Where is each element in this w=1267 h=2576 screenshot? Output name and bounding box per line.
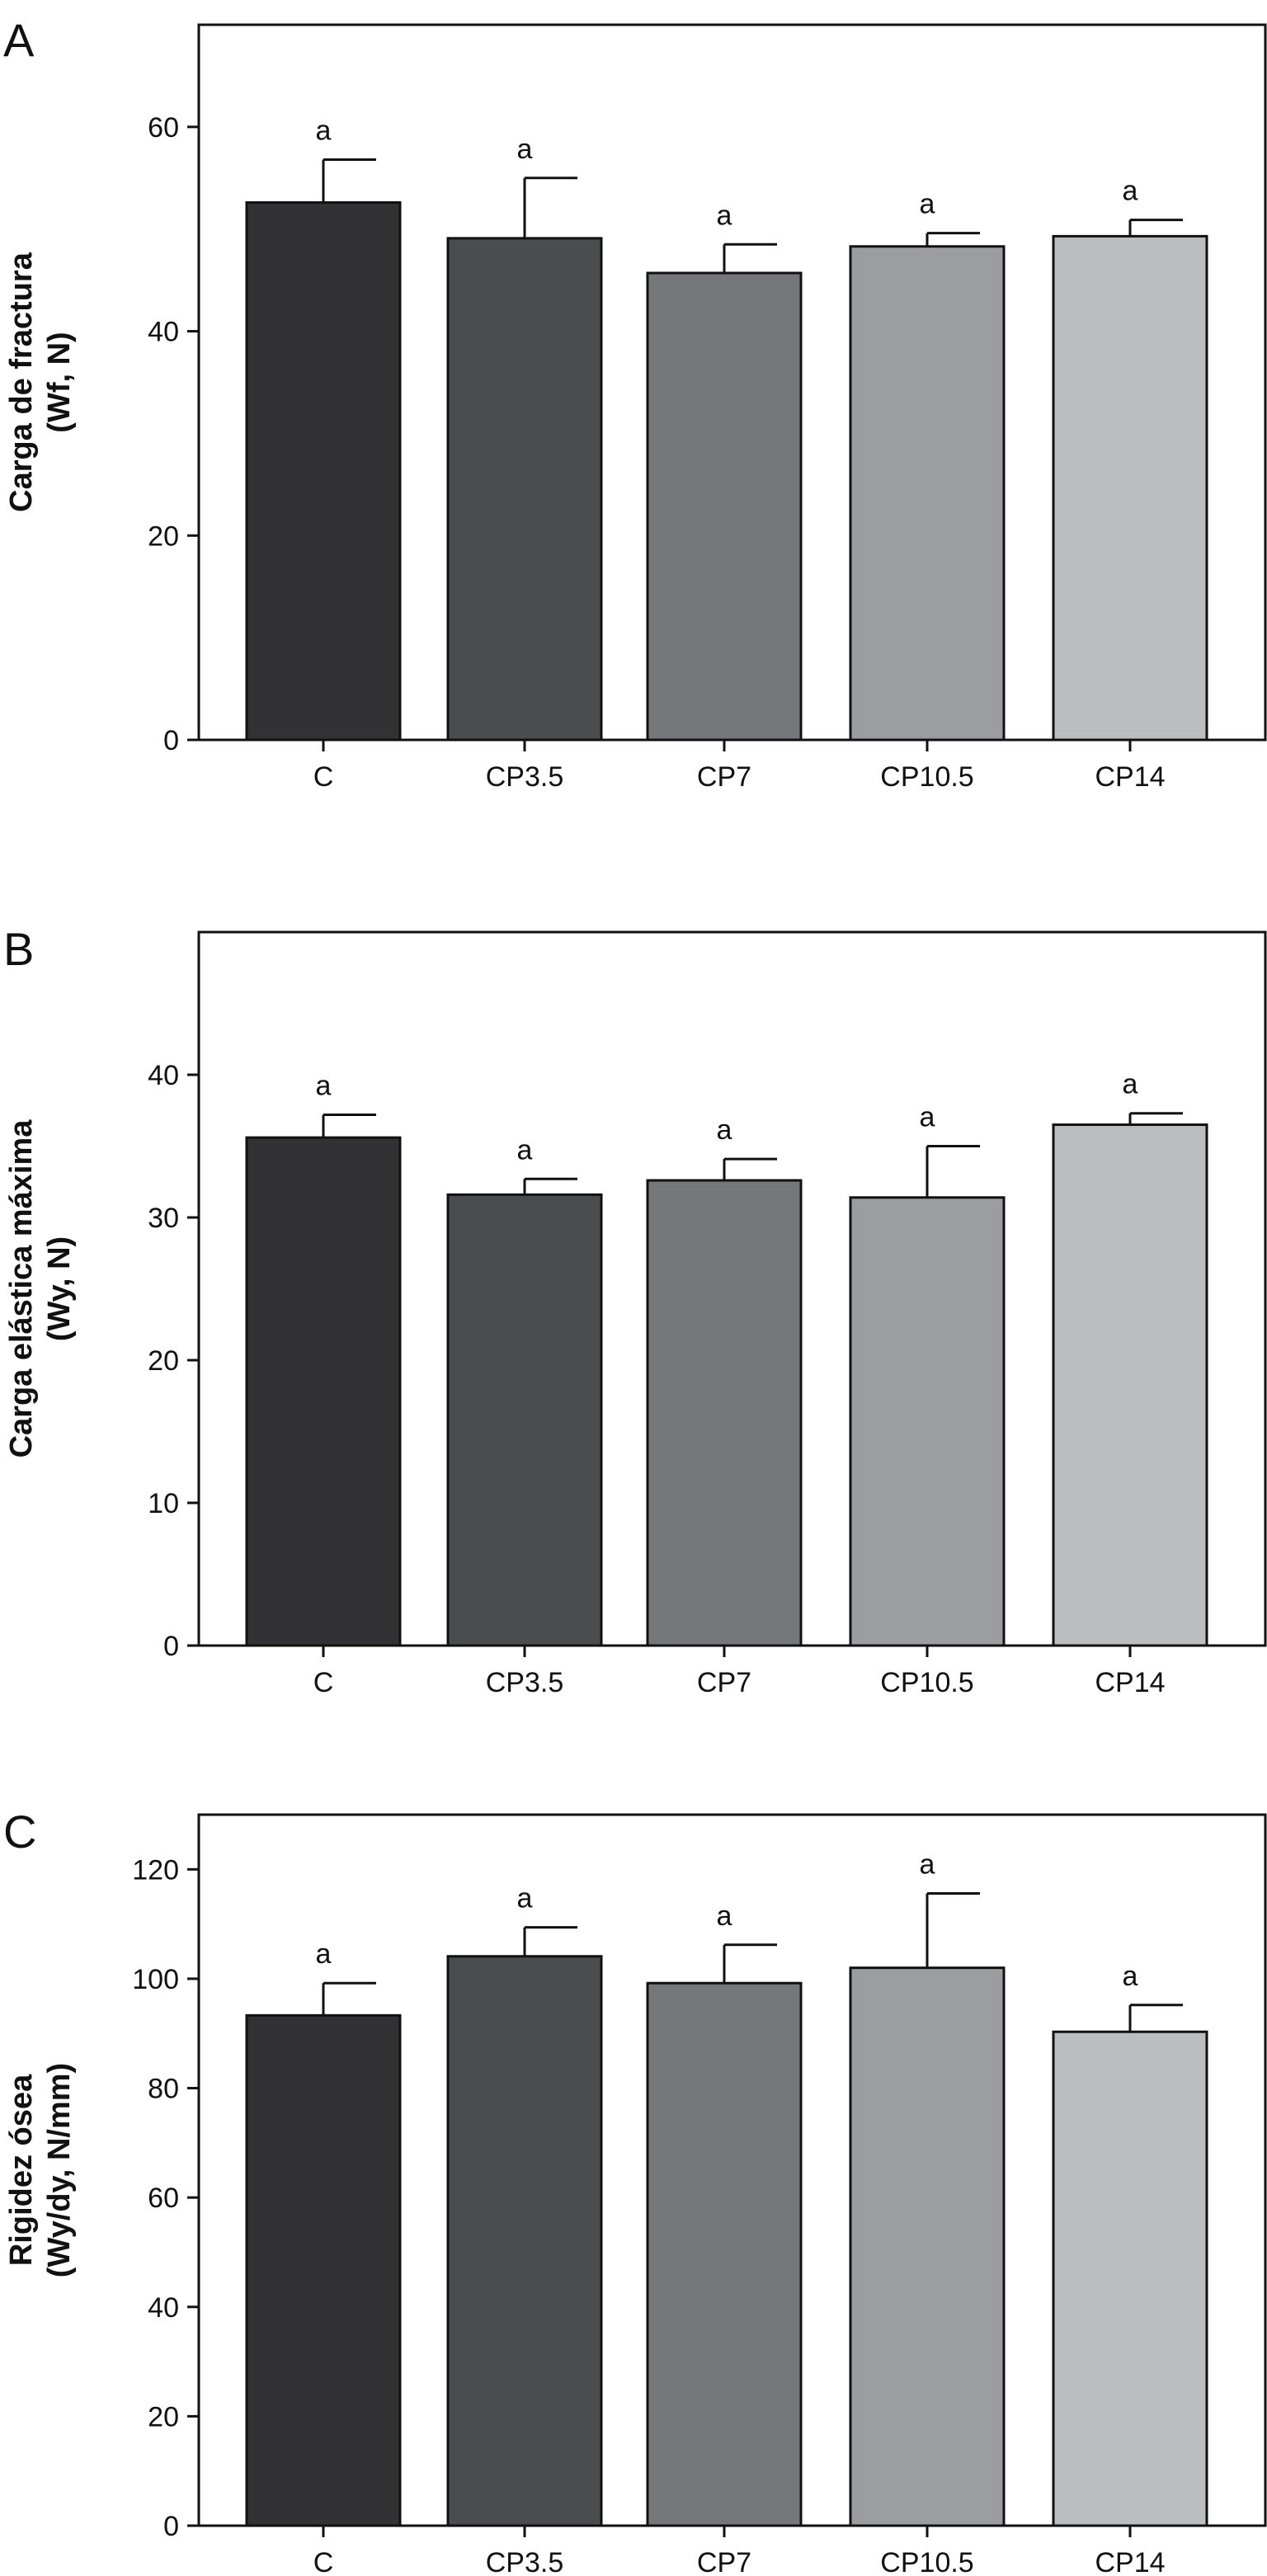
bar-cp14: [1052, 2030, 1208, 2527]
significance-label: a: [1123, 1069, 1138, 1100]
y-axis-label-line1: Rigidez ósea: [4, 2074, 39, 2266]
bar-cp3-5: [446, 237, 603, 742]
y-tick-label: 10: [148, 1488, 179, 1519]
x-category-label: CP10.5: [880, 761, 973, 793]
bar-cp3-5: [446, 1955, 603, 2527]
panel-letter: A: [3, 14, 35, 66]
significance-label: a: [517, 1883, 533, 1914]
x-category-label: CP3.5: [486, 2547, 564, 2576]
panel-c: C 0 20 40 60 80 100 120 Rigidez ósea (Wy/dy, N/mm…: [3, 1806, 1267, 2576]
significance-label: a: [920, 189, 935, 220]
x-category-label: C: [313, 761, 334, 793]
significance-label: a: [316, 1070, 332, 1101]
x-category-label: CP7: [697, 761, 751, 793]
x-category-label: C: [313, 2547, 334, 2576]
y-tick-label: 40: [148, 317, 179, 348]
x-category-label: CP10.5: [880, 1667, 973, 1698]
significance-label: a: [316, 1938, 332, 1970]
y-tick-label: 40: [148, 2292, 179, 2324]
significance-label: a: [517, 1134, 533, 1166]
panel-b: B 0 10 20 30 40 Carga elástica máxima (Wy, N) a C…: [3, 923, 1267, 1698]
bar-cp3-5: [446, 1193, 603, 1647]
x-category-label: CP14: [1095, 1667, 1165, 1698]
y-tick-label: 60: [148, 112, 179, 144]
y-tick-label: 20: [148, 1345, 179, 1377]
significance-label: a: [1123, 176, 1138, 207]
y-tick-label: 40: [148, 1060, 179, 1091]
y-tick-label: 0: [163, 2511, 179, 2542]
bar-cp14: [1052, 1123, 1208, 1647]
panel-a: A 0 20 40 60 Carga de fractura (Wf, N) a Ca CP3.5…: [3, 14, 1267, 793]
bar-c: [245, 201, 402, 742]
significance-label: a: [920, 1102, 935, 1133]
bar-cp7: [646, 1981, 803, 2527]
x-category-label: CP7: [697, 1667, 751, 1698]
bar-cp7: [646, 1179, 803, 1647]
bar-c: [245, 2013, 402, 2527]
y-axis-label-line2: (Wy, N): [42, 1236, 77, 1341]
significance-label: a: [717, 200, 732, 231]
y-axis-label-line2: (Wf, N): [42, 332, 77, 432]
x-category-label: CP3.5: [486, 761, 564, 793]
significance-label: a: [920, 1848, 935, 1880]
significance-label: a: [717, 1114, 732, 1146]
y-tick-label: 20: [148, 2401, 179, 2432]
y-axis-label-line1: Carga elástica máxima: [4, 1119, 39, 1458]
x-category-label: CP3.5: [486, 1667, 564, 1698]
bar-cp10-5: [849, 1966, 1006, 2527]
y-axis-label-line1: Carga de fractura: [4, 252, 39, 512]
x-category-label: C: [313, 1667, 334, 1698]
y-tick-label: 0: [163, 1631, 179, 1662]
y-tick-label: 60: [148, 2183, 179, 2214]
panel-letter: C: [3, 1806, 36, 1858]
bar-cp10-5: [849, 245, 1006, 742]
x-category-label: CP14: [1095, 2547, 1165, 2576]
y-tick-label: 80: [148, 2074, 179, 2105]
y-tick-label: 30: [148, 1203, 179, 1234]
bar-cp10-5: [849, 1196, 1006, 1647]
x-category-label: CP10.5: [880, 2547, 973, 2576]
x-category-label: CP14: [1095, 761, 1165, 793]
significance-label: a: [316, 115, 332, 146]
y-tick-label: 20: [148, 520, 179, 552]
bar-c: [245, 1136, 402, 1647]
panel-letter: B: [3, 923, 34, 975]
y-axis-label-line2: (Wy/dy, N/mm): [42, 2063, 77, 2277]
y-tick-label: 0: [163, 725, 179, 756]
significance-label: a: [1123, 1961, 1138, 1992]
significance-label: a: [717, 1900, 732, 1932]
y-tick-label: 120: [132, 1854, 179, 1886]
bar-cp14: [1052, 234, 1208, 742]
y-tick-label: 100: [132, 1964, 179, 1995]
x-category-label: CP7: [697, 2547, 751, 2576]
significance-label: a: [517, 134, 533, 165]
bar-cp7: [646, 271, 803, 742]
